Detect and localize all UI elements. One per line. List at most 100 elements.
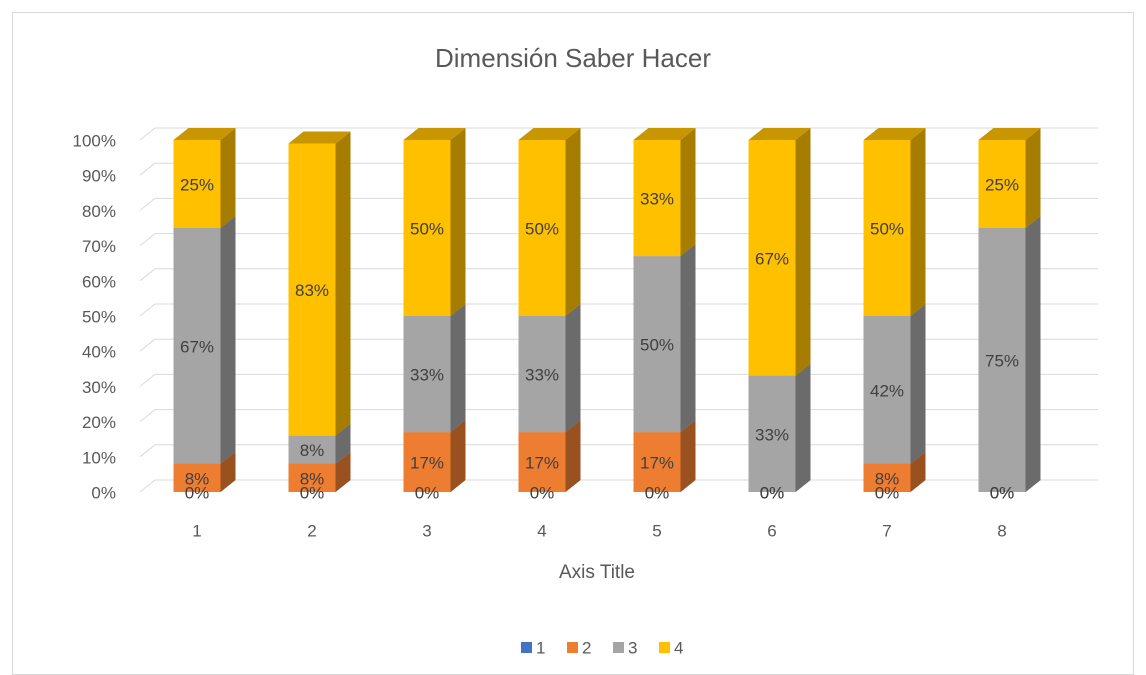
bar-segment: [403, 128, 466, 316]
bar: [633, 432, 681, 492]
data-label: 42%: [870, 381, 904, 400]
legend-label: 2: [582, 638, 591, 657]
bar: [403, 140, 451, 316]
y-tick-label: 80%: [82, 202, 116, 221]
y-tick-label: 40%: [82, 343, 116, 362]
data-label: 67%: [180, 337, 214, 356]
bar-side: [335, 131, 351, 436]
grid-line-side: [139, 338, 156, 352]
bar-segment: [633, 128, 696, 257]
bar: [863, 140, 911, 316]
data-label: 25%: [180, 175, 214, 194]
grid-line-side: [139, 479, 156, 493]
bar-side: [795, 128, 811, 376]
y-tick-label: 20%: [82, 413, 116, 432]
bar-side: [450, 420, 466, 492]
bar: [978, 140, 1026, 228]
bar-side: [450, 128, 466, 316]
grid-line-side: [139, 268, 156, 282]
data-label: 50%: [410, 219, 444, 238]
bar-side: [680, 128, 696, 257]
grid-line-side: [139, 233, 156, 246]
grid-line-side: [139, 127, 156, 141]
x-tick-label: 3: [422, 521, 431, 540]
bar-side: [910, 304, 926, 464]
bar-segment: [748, 128, 811, 376]
grid-line-side: [139, 198, 156, 211]
y-tick-label: 0%: [91, 483, 116, 502]
data-label: 0%: [645, 483, 670, 502]
data-label: 67%: [755, 249, 789, 268]
bar: [173, 463, 221, 492]
y-tick-label: 10%: [82, 448, 116, 467]
bar: [633, 140, 681, 257]
bar-segment: [518, 128, 581, 316]
y-tick-label: 60%: [82, 272, 116, 291]
legend-label: 3: [628, 638, 637, 657]
bar: [288, 463, 336, 492]
data-label: 8%: [875, 469, 900, 488]
grid-line-side: [139, 409, 156, 422]
bar-segment: [173, 216, 236, 464]
bar-top: [863, 128, 926, 140]
x-tick-label: 2: [307, 521, 316, 540]
bar-top: [978, 128, 1041, 140]
bar-side: [335, 451, 351, 492]
bar-segment: [288, 131, 351, 436]
bar-side: [220, 128, 236, 228]
data-label: 0%: [990, 483, 1015, 502]
bar: [518, 140, 566, 316]
data-label: 33%: [410, 366, 444, 385]
bar: [863, 316, 911, 464]
bar: [748, 375, 796, 492]
bar-segment: [978, 128, 1041, 228]
bar: [403, 432, 451, 492]
data-label: 83%: [295, 281, 329, 300]
y-tick-label: 30%: [82, 378, 116, 397]
bar-side: [220, 216, 236, 464]
data-label: 0%: [990, 483, 1015, 502]
data-label: 17%: [410, 454, 444, 473]
bar-top: [173, 128, 236, 140]
bar: [633, 256, 681, 433]
bar-side: [1025, 216, 1041, 492]
data-label: 0%: [185, 483, 210, 502]
data-label: 33%: [525, 366, 559, 385]
legend-swatch: [567, 642, 578, 653]
legend-swatch: [613, 642, 624, 653]
bar: [518, 316, 566, 433]
data-label: 8%: [300, 469, 325, 488]
bar-side: [335, 423, 351, 464]
data-label: 0%: [415, 483, 440, 502]
data-label: 50%: [640, 336, 674, 355]
grid-line-side: [139, 444, 156, 458]
bar: [403, 316, 451, 433]
bar-side: [910, 451, 926, 492]
x-axis-title: Axis Title: [559, 562, 635, 583]
bar-top: [403, 128, 466, 140]
bar: [748, 140, 796, 376]
bar: [173, 228, 221, 464]
bar-segment: [863, 128, 926, 316]
data-label: 0%: [760, 483, 785, 502]
data-label: 33%: [640, 190, 674, 209]
legend-swatch: [521, 642, 532, 653]
bar: [288, 435, 336, 464]
data-label: 8%: [185, 469, 210, 488]
y-tick-label: 90%: [82, 167, 116, 186]
bar-side: [450, 304, 466, 433]
bar-side: [680, 244, 696, 433]
bar-side: [565, 420, 581, 492]
data-label: 17%: [640, 454, 674, 473]
y-tick-label: 100%: [73, 131, 116, 150]
bar: [288, 143, 336, 436]
bar-side: [795, 363, 811, 492]
bar: [173, 140, 221, 228]
data-label: 50%: [525, 219, 559, 238]
bar-side: [565, 128, 581, 316]
data-label: 0%: [875, 483, 900, 502]
bar-segment: [633, 244, 696, 433]
grid-line-side: [139, 162, 156, 176]
data-label: 0%: [300, 483, 325, 502]
